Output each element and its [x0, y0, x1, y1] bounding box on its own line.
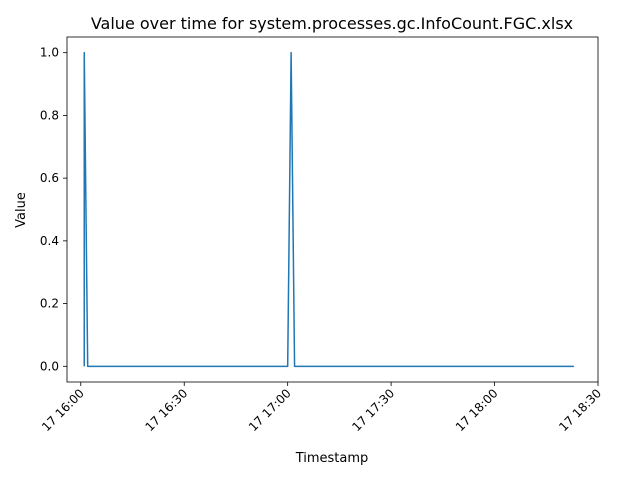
- y-axis-label: Value: [14, 192, 29, 228]
- y-tick-label: 0.2: [40, 297, 59, 311]
- y-tick-label: 0.6: [40, 171, 59, 185]
- y-tick-label: 0.8: [40, 108, 59, 122]
- y-tick-label: 1.0: [40, 46, 59, 60]
- y-tick-label: 0.0: [40, 359, 59, 373]
- x-axis-label: Timestamp: [295, 451, 369, 466]
- series-line: [83, 51, 574, 368]
- chart-title: Value over time for system.processes.gc.…: [91, 14, 573, 33]
- y-tick-label: 0.4: [40, 234, 59, 248]
- axes-frame: [66, 36, 599, 383]
